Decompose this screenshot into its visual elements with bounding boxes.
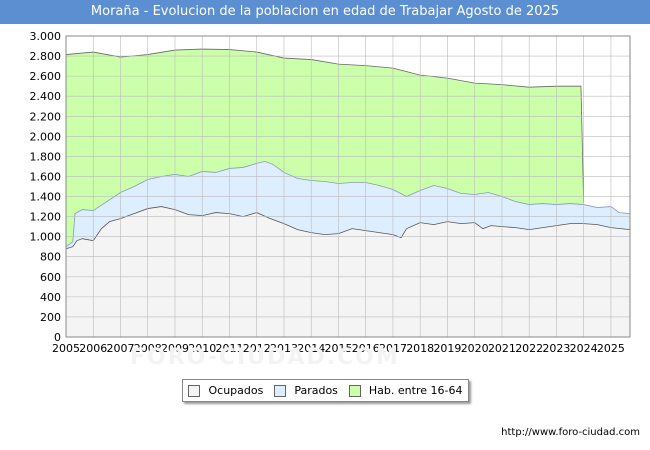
- y-tick-label: 200: [40, 311, 61, 324]
- source-link[interactable]: http://www.foro-ciudad.com: [501, 427, 640, 438]
- legend-swatch-habitantes: [348, 384, 361, 397]
- x-tick-label: 2021: [488, 342, 516, 355]
- x-tick-label: 2013: [270, 342, 298, 355]
- x-tick-label: 2014: [297, 342, 325, 355]
- legend-item-ocupados: Ocupados: [188, 384, 263, 397]
- x-tick-label: 2006: [79, 342, 107, 355]
- x-tick-label: 2022: [515, 342, 543, 355]
- plot-frame: [65, 35, 631, 338]
- y-tick-label: 1.000: [30, 231, 62, 244]
- legend-label-parados: Parados: [294, 384, 338, 397]
- y-tick-label: 1.800: [30, 150, 62, 163]
- legend: Ocupados Parados Hab. entre 16-64: [182, 379, 469, 402]
- x-tick-label: 2020: [461, 342, 489, 355]
- y-tick-label: 3.000: [30, 30, 62, 43]
- y-tick-label: 2.400: [30, 90, 62, 103]
- x-tick-label: 2007: [106, 342, 134, 355]
- legend-swatch-ocupados: [188, 384, 201, 397]
- legend-swatch-parados: [274, 384, 287, 397]
- y-tick-label: 400: [40, 291, 61, 304]
- x-tick-label: 2015: [324, 342, 352, 355]
- legend-label-ocupados: Ocupados: [208, 384, 264, 397]
- x-tick-label: 2019: [433, 342, 461, 355]
- x-tick-label: 2016: [352, 342, 380, 355]
- legend-item-habitantes: Hab. entre 16-64: [348, 384, 463, 397]
- x-tick-label: 2005: [52, 342, 80, 355]
- y-tick-label: 600: [40, 271, 61, 284]
- y-tick-label: 2.600: [30, 70, 62, 83]
- y-tick-label: 2.800: [30, 50, 62, 63]
- y-tick-label: 1.400: [30, 191, 62, 204]
- y-tick-label: 2.000: [30, 130, 62, 143]
- y-tick-label: 1.200: [30, 211, 62, 224]
- x-tick-label: 2025: [597, 342, 625, 355]
- x-tick-label: 2009: [161, 342, 189, 355]
- x-tick-label: 2008: [134, 342, 162, 355]
- watermark: FORO-CIUDAD.COM: [130, 345, 400, 370]
- x-tick-label: 2018: [406, 342, 434, 355]
- x-tick-label: 2023: [542, 342, 570, 355]
- x-tick-label: 2024: [570, 342, 598, 355]
- legend-label-habitantes: Hab. entre 16-64: [368, 384, 463, 397]
- y-tick-label: 0: [54, 331, 61, 344]
- y-tick-label: 800: [40, 251, 61, 264]
- x-tick-label: 2011: [215, 342, 243, 355]
- x-tick-label: 2012: [243, 342, 271, 355]
- area-ocupados: [66, 206, 630, 337]
- legend-item-parados: Parados: [274, 384, 338, 397]
- chart-title: Moraña - Evolucion de la poblacion en ed…: [0, 0, 650, 24]
- x-tick-label: 2017: [379, 342, 407, 355]
- y-tick-label: 2.200: [30, 110, 62, 123]
- y-tick-label: 1.600: [30, 170, 62, 183]
- line-parados: [65, 160, 631, 248]
- x-tick-label: 2010: [188, 342, 216, 355]
